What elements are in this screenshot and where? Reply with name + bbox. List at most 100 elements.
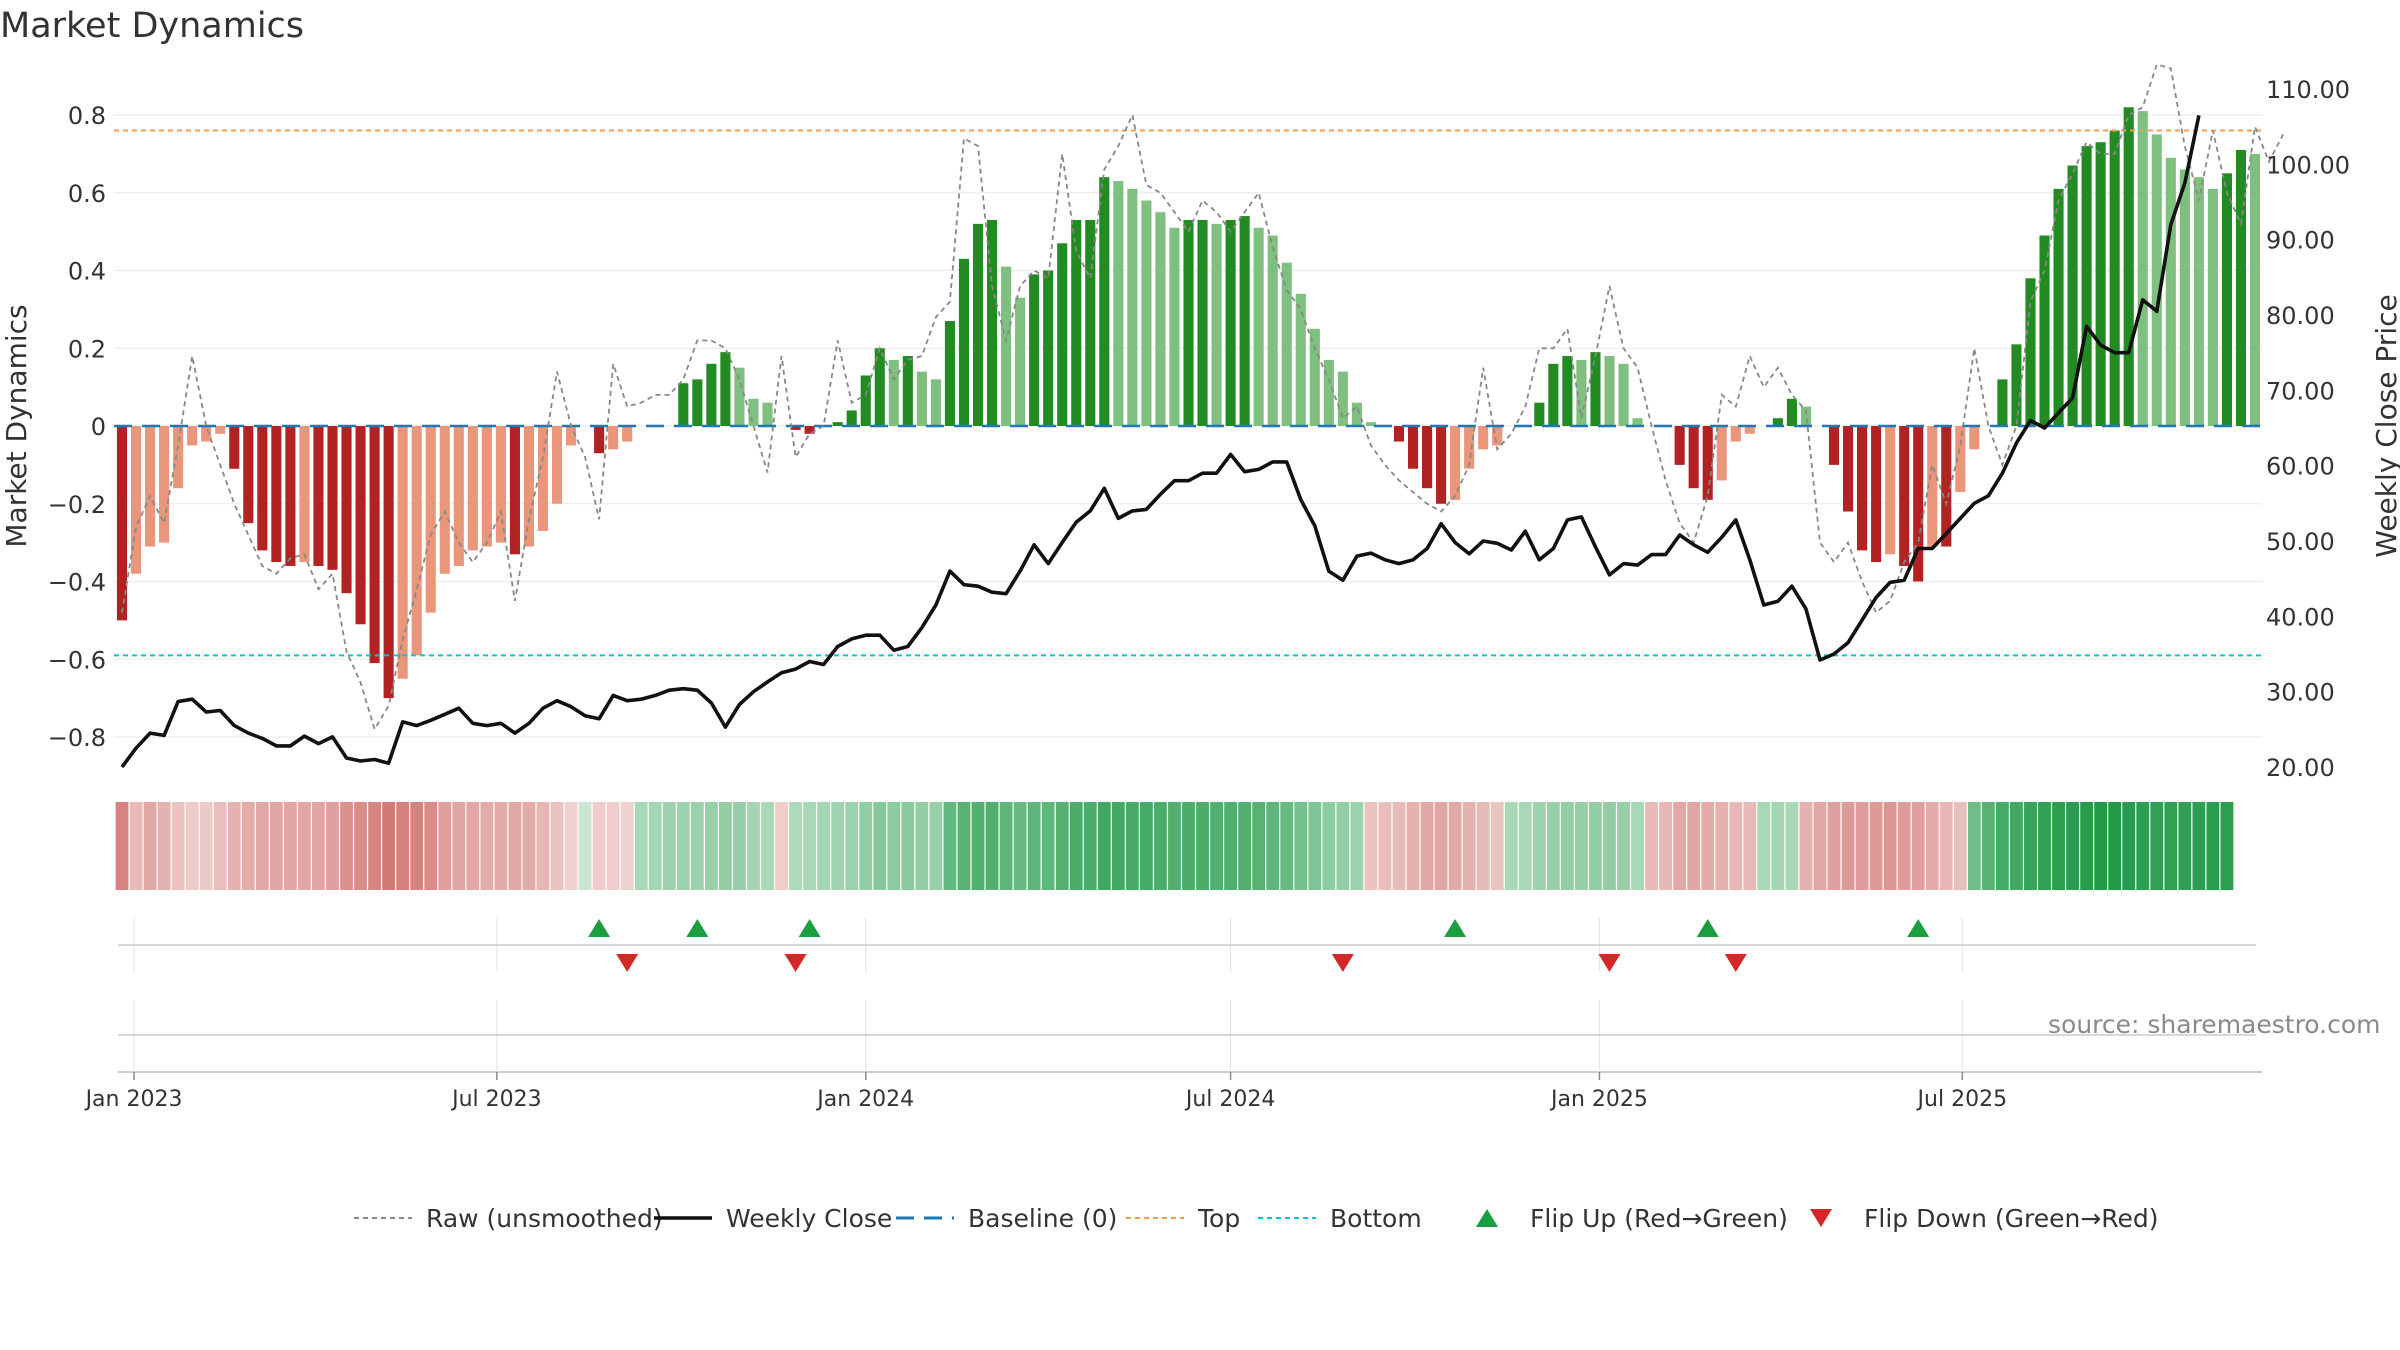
bar-2 bbox=[145, 426, 156, 547]
heat-cell-48 bbox=[789, 802, 802, 890]
x-axis: Jan 2023 Jul 2023 Jan 2024 Jul 2024 Jan 2025… bbox=[84, 1071, 2262, 1112]
heat-cell-64 bbox=[1013, 802, 1027, 890]
flip-down-marker-3 bbox=[1598, 954, 1621, 972]
heat-cell-40 bbox=[676, 802, 690, 890]
heat-cell-144 bbox=[2136, 802, 2150, 890]
flip-up-marker-1 bbox=[686, 919, 709, 937]
heat-cell-129 bbox=[1925, 802, 1939, 890]
bar-7 bbox=[215, 426, 226, 434]
bar-57 bbox=[916, 371, 927, 426]
bar-28 bbox=[509, 426, 520, 555]
legend-swatch-flip-up bbox=[1476, 1209, 1498, 1227]
legend-item-5: Flip Up (Red→Green) bbox=[1476, 1204, 1788, 1233]
x-tick-label-3: Jul 2024 bbox=[1184, 1087, 1276, 1112]
bar-145 bbox=[2151, 134, 2162, 426]
bar-124 bbox=[1857, 426, 1868, 551]
bar-92 bbox=[1407, 426, 1419, 469]
heat-cell-131 bbox=[1953, 802, 1967, 890]
heat-cell-80 bbox=[1238, 802, 1252, 890]
bar-144 bbox=[2137, 111, 2148, 427]
raw-series bbox=[121, 63, 2284, 732]
heat-cell-47 bbox=[775, 802, 788, 890]
heat-cell-117 bbox=[1757, 802, 1771, 890]
heat-cell-10 bbox=[255, 802, 269, 890]
x-tick-label-4: Jan 2025 bbox=[1549, 1087, 1648, 1112]
bar-134 bbox=[1997, 379, 2008, 426]
heat-cell-53 bbox=[859, 802, 873, 890]
heat-cell-122 bbox=[1827, 802, 1841, 890]
heat-cell-148 bbox=[2192, 802, 2206, 890]
heat-cell-39 bbox=[662, 802, 676, 890]
bar-120 bbox=[1800, 406, 1811, 426]
heat-cell-90 bbox=[1378, 802, 1392, 890]
bar-3 bbox=[159, 426, 170, 543]
bar-129 bbox=[1927, 426, 1938, 547]
heat-cell-110 bbox=[1659, 802, 1673, 890]
bar-97 bbox=[1478, 426, 1489, 450]
bar-138 bbox=[2053, 188, 2064, 426]
heat-cell-57 bbox=[915, 802, 929, 890]
bar-136 bbox=[2025, 278, 2036, 426]
legend-item-4: Bottom bbox=[1258, 1204, 1422, 1233]
y-tick-label-4: 0 bbox=[91, 413, 106, 441]
heat-cell-119 bbox=[1785, 802, 1799, 890]
heat-cell-85 bbox=[1308, 802, 1322, 890]
bar-126 bbox=[1885, 426, 1896, 555]
bar-150 bbox=[2221, 173, 2232, 426]
bar-22 bbox=[425, 426, 436, 613]
y-right-tick-label-9: 110.00 bbox=[2266, 76, 2350, 104]
heat-cell-111 bbox=[1673, 802, 1687, 890]
bar-52 bbox=[846, 410, 857, 426]
bar-82 bbox=[1267, 235, 1278, 426]
heat-cell-87 bbox=[1336, 802, 1350, 890]
bar-143 bbox=[2123, 107, 2134, 426]
heat-cell-35 bbox=[606, 802, 620, 890]
heat-cell-42 bbox=[704, 802, 718, 890]
heat-cell-55 bbox=[887, 802, 901, 890]
bar-112 bbox=[1688, 426, 1699, 489]
heat-cell-141 bbox=[2094, 802, 2108, 890]
bar-111 bbox=[1674, 426, 1685, 465]
bar-108 bbox=[1632, 418, 1643, 426]
y-axis-label: Market Dynamics bbox=[0, 304, 33, 547]
bar-14 bbox=[313, 426, 324, 566]
heat-cell-1 bbox=[129, 802, 143, 890]
bar-93 bbox=[1422, 426, 1433, 489]
legend-item-0: Raw (unsmoothed) bbox=[354, 1204, 663, 1233]
raw-line bbox=[121, 63, 2284, 732]
source-note: source: sharemaestro.com bbox=[2048, 1010, 2381, 1039]
bar-86 bbox=[1323, 359, 1334, 426]
bar-132 bbox=[1969, 426, 1980, 450]
bar-122 bbox=[1828, 426, 1840, 465]
legend-item-3: Top bbox=[1126, 1204, 1240, 1233]
heat-cell-16 bbox=[340, 802, 353, 890]
heat-cell-105 bbox=[1589, 802, 1602, 890]
bar-65 bbox=[1029, 274, 1040, 426]
heat-cell-21 bbox=[410, 802, 424, 890]
bar-42 bbox=[706, 363, 717, 426]
heat-cell-102 bbox=[1546, 802, 1560, 890]
heat-cell-118 bbox=[1771, 802, 1785, 890]
heat-cell-3 bbox=[157, 802, 171, 890]
bar-137 bbox=[2039, 235, 2050, 426]
x-tick-label-1: Jul 2023 bbox=[450, 1087, 542, 1112]
flip-up-marker-5 bbox=[1907, 919, 1930, 937]
bar-55 bbox=[888, 359, 899, 426]
x-tick-label-5: Jul 2025 bbox=[1916, 1087, 2008, 1112]
bar-58 bbox=[930, 379, 941, 426]
heat-cell-50 bbox=[817, 802, 831, 890]
legend-label-3: Top bbox=[1197, 1204, 1240, 1233]
heat-cell-132 bbox=[1967, 802, 1981, 890]
legend-label-6: Flip Down (Green→Red) bbox=[1864, 1204, 2159, 1233]
bar-10 bbox=[257, 426, 268, 551]
bar-60 bbox=[958, 258, 970, 426]
bar-147 bbox=[2179, 169, 2190, 427]
heat-cell-82 bbox=[1266, 802, 1280, 890]
weekly-close-line bbox=[120, 115, 2201, 769]
heat-cell-33 bbox=[578, 802, 592, 890]
heat-cell-76 bbox=[1182, 802, 1195, 890]
chart-title: Market Dynamics bbox=[0, 6, 305, 46]
heat-cell-49 bbox=[803, 802, 817, 890]
heat-cell-139 bbox=[2066, 802, 2079, 890]
bar-51 bbox=[832, 422, 843, 426]
